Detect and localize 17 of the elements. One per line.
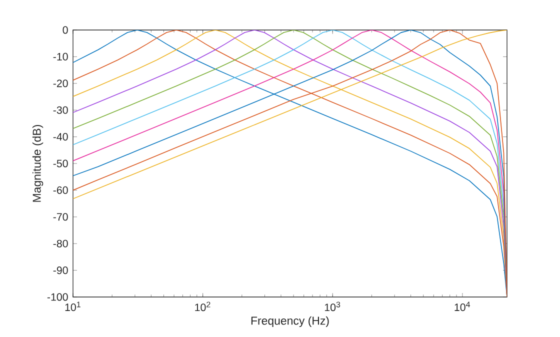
y-tick-label: 0 (62, 26, 68, 34)
y-tick-label: -50 (53, 160, 68, 168)
y-tick-label: -40 (53, 133, 68, 141)
x-axis-title: Frequency (Hz) (251, 316, 329, 328)
y-tick-label: -20 (53, 80, 68, 88)
y-axis-title: Magnitude (dB) (32, 125, 44, 202)
y-tick-label: -70 (53, 213, 68, 221)
y-tick-label: -60 (53, 186, 68, 194)
y-tick-label: -10 (53, 52, 68, 60)
x-tick-label: 10$^{1}$ (65, 302, 80, 312)
y-tick-label: -80 (53, 240, 68, 248)
y-tick-label: -30 (53, 106, 68, 114)
x-tick-label: 10$^{2}$ (195, 302, 210, 312)
y-tick-label: -100 (47, 293, 68, 301)
x-tick-label: 10$^{4}$ (454, 302, 470, 312)
x-tick-label: 10$^{3}$ (324, 302, 340, 312)
y-tick-label: -90 (53, 266, 68, 274)
